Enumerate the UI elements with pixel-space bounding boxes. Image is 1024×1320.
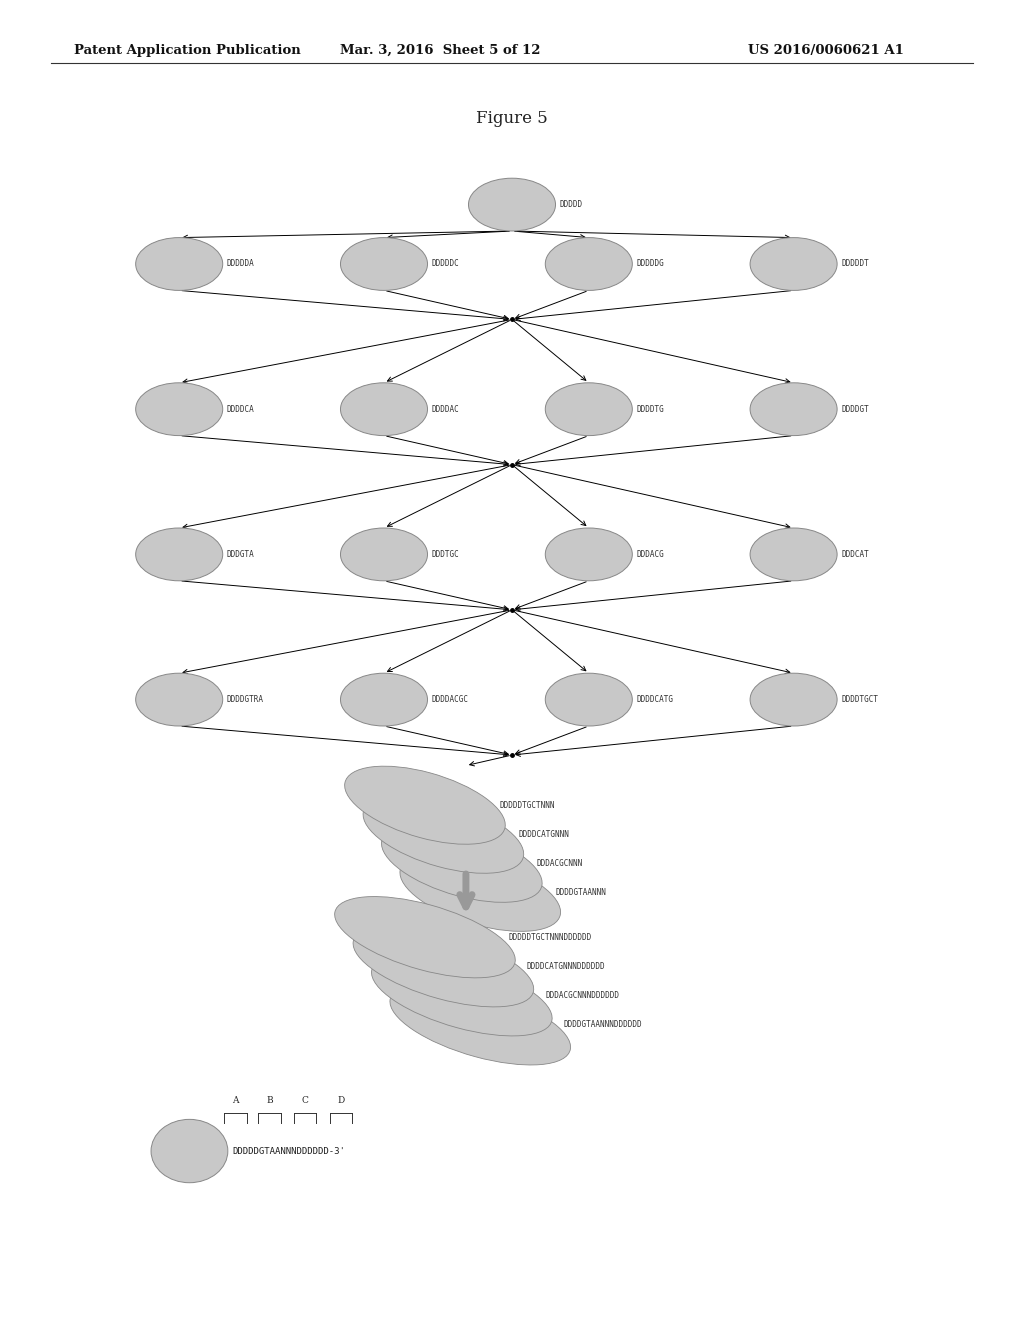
Text: DDDDGT: DDDDGT [842, 405, 869, 413]
Text: DDDDGTAANNN: DDDDGTAANNN [555, 888, 606, 896]
Ellipse shape [545, 238, 632, 290]
Ellipse shape [750, 528, 838, 581]
Ellipse shape [353, 925, 534, 1007]
Ellipse shape [340, 528, 428, 581]
Text: DDDDDТ: DDDDDТ [842, 260, 869, 268]
Ellipse shape [469, 178, 555, 231]
Ellipse shape [382, 824, 542, 903]
Text: DDDDDA: DDDDDA [227, 260, 255, 268]
Ellipse shape [340, 673, 428, 726]
Text: DDDDGTAANNNDDDDDD: DDDDGTAANNNDDDDDD [563, 1020, 642, 1028]
Ellipse shape [750, 238, 838, 290]
Text: DDDDCA: DDDDCA [227, 405, 255, 413]
Ellipse shape [135, 238, 223, 290]
Ellipse shape [340, 238, 428, 290]
Text: DDDDCATG: DDDDCATG [636, 696, 674, 704]
Text: Figure 5: Figure 5 [476, 111, 548, 127]
Text: DDDDCATGNNN: DDDDCATGNNN [518, 830, 569, 838]
Text: DDDDTG: DDDDTG [636, 405, 665, 413]
Text: DDDDDTGCTNNN: DDDDDTGCTNNN [500, 801, 555, 809]
Text: C: C [302, 1096, 308, 1105]
Text: DDDDDGTAANNNDDDDDD-3': DDDDDGTAANNNDDDDDD-3' [232, 1147, 345, 1155]
Text: DDDACG: DDDACG [636, 550, 665, 558]
Text: DDDDDTGCTNNNDDDDDD: DDDDDTGCTNNNDDDDDD [508, 933, 592, 941]
Text: DDDGTA: DDDGTA [227, 550, 255, 558]
Ellipse shape [135, 383, 223, 436]
Text: DDDDCATGNNNDDDDDD: DDDDCATGNNNDDDDDD [526, 962, 605, 970]
Text: A: A [232, 1096, 239, 1105]
Ellipse shape [335, 896, 515, 978]
Text: DDDACGCNNN: DDDACGCNNN [537, 859, 583, 867]
Text: Mar. 3, 2016  Sheet 5 of 12: Mar. 3, 2016 Sheet 5 of 12 [340, 44, 541, 57]
Ellipse shape [372, 954, 552, 1036]
Text: DDDDD: DDDDD [559, 201, 583, 209]
Text: DDDTGC: DDDTGC [432, 550, 460, 558]
Ellipse shape [390, 983, 570, 1065]
Ellipse shape [750, 383, 838, 436]
Ellipse shape [545, 383, 632, 436]
Ellipse shape [152, 1119, 227, 1183]
Text: Patent Application Publication: Patent Application Publication [74, 44, 300, 57]
Text: DDDDGTRA: DDDDGTRA [227, 696, 264, 704]
Text: DDDCAT: DDDCAT [842, 550, 869, 558]
Ellipse shape [364, 795, 523, 874]
Text: US 2016/0060621 A1: US 2016/0060621 A1 [748, 44, 903, 57]
Text: DDDDDС: DDDDDС [432, 260, 460, 268]
Text: DDDDAC: DDDDAC [432, 405, 460, 413]
Text: B: B [266, 1096, 272, 1105]
Ellipse shape [545, 528, 632, 581]
Ellipse shape [345, 766, 505, 845]
Ellipse shape [545, 673, 632, 726]
Text: DDDDTGCT: DDDDTGCT [842, 696, 879, 704]
Ellipse shape [135, 528, 223, 581]
Ellipse shape [750, 673, 838, 726]
Ellipse shape [340, 383, 428, 436]
Ellipse shape [135, 673, 223, 726]
Ellipse shape [400, 853, 560, 932]
Text: DDDDDG: DDDDDG [636, 260, 665, 268]
Text: D: D [337, 1096, 345, 1105]
Text: DDDACGCNNNDDDDDD: DDDACGCNNNDDDDDD [545, 991, 620, 999]
Text: DDDDACGC: DDDDACGC [432, 696, 469, 704]
